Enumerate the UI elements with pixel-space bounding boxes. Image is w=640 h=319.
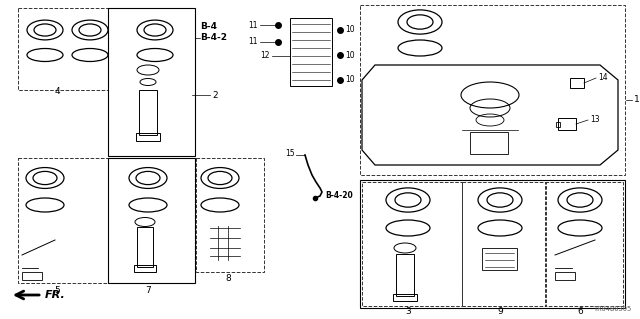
Bar xyxy=(462,182,546,306)
Text: 13: 13 xyxy=(590,115,600,124)
Bar xyxy=(196,158,264,272)
Text: 5: 5 xyxy=(54,286,60,295)
Text: FR.: FR. xyxy=(45,290,66,300)
Bar xyxy=(396,254,414,296)
Text: 9: 9 xyxy=(497,307,503,316)
Bar xyxy=(134,265,156,272)
Text: 1: 1 xyxy=(634,95,640,105)
Bar xyxy=(136,133,160,141)
Text: 10: 10 xyxy=(345,76,355,85)
Bar xyxy=(290,18,332,86)
Text: B-4-20: B-4-20 xyxy=(325,191,353,201)
Text: 2: 2 xyxy=(212,91,218,100)
Bar xyxy=(470,132,508,154)
Bar xyxy=(393,294,417,301)
Text: 7: 7 xyxy=(145,286,151,295)
Text: 11: 11 xyxy=(248,38,258,47)
Text: 8: 8 xyxy=(225,274,231,283)
Text: B-4: B-4 xyxy=(200,22,217,31)
Text: B-4-2: B-4-2 xyxy=(200,33,227,42)
Bar xyxy=(558,118,576,130)
Text: 10: 10 xyxy=(345,50,355,60)
Bar xyxy=(108,158,195,283)
Text: 11: 11 xyxy=(248,20,258,29)
Bar xyxy=(108,8,195,156)
Text: 14: 14 xyxy=(598,73,607,83)
Text: 10: 10 xyxy=(345,26,355,34)
Bar xyxy=(18,8,108,90)
Bar xyxy=(22,272,42,280)
Text: TR04B0305: TR04B0305 xyxy=(594,306,632,312)
Bar xyxy=(360,5,625,175)
Bar xyxy=(556,122,560,127)
Bar xyxy=(18,158,108,283)
Bar xyxy=(555,272,575,280)
Text: 4: 4 xyxy=(54,87,60,96)
Bar xyxy=(139,90,157,135)
Bar xyxy=(482,248,517,270)
Text: 12: 12 xyxy=(260,51,270,61)
Text: 15: 15 xyxy=(285,149,295,158)
Bar xyxy=(545,182,623,306)
Bar xyxy=(362,182,462,306)
Bar xyxy=(137,227,153,267)
Text: 6: 6 xyxy=(577,307,583,316)
Text: 3: 3 xyxy=(405,307,411,316)
Bar xyxy=(570,78,584,88)
Bar xyxy=(360,180,625,308)
